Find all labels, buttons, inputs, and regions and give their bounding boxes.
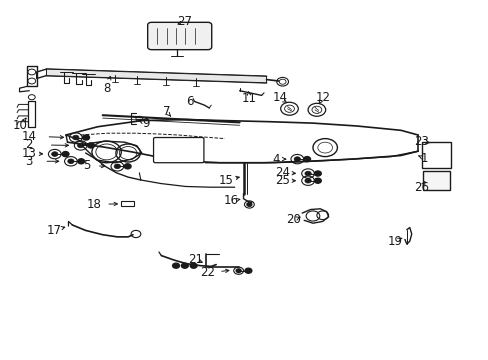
Text: 22: 22 xyxy=(200,266,215,279)
Circle shape xyxy=(78,159,84,164)
Circle shape xyxy=(82,135,89,140)
Text: 1: 1 xyxy=(420,152,427,165)
Circle shape xyxy=(314,171,321,176)
Polygon shape xyxy=(46,69,266,83)
Text: 14: 14 xyxy=(22,130,37,143)
Text: 4: 4 xyxy=(272,153,280,166)
FancyBboxPatch shape xyxy=(423,171,449,190)
Circle shape xyxy=(314,178,321,183)
Text: 19: 19 xyxy=(387,235,402,248)
Text: 16: 16 xyxy=(223,194,238,207)
Circle shape xyxy=(190,263,197,268)
Text: 17: 17 xyxy=(46,224,61,237)
Circle shape xyxy=(114,164,120,168)
Circle shape xyxy=(87,143,94,148)
Text: 9: 9 xyxy=(142,117,149,130)
Circle shape xyxy=(305,171,311,176)
Circle shape xyxy=(236,269,241,273)
Text: 27: 27 xyxy=(177,15,192,28)
Text: 26: 26 xyxy=(413,181,428,194)
Text: 12: 12 xyxy=(315,91,329,104)
Text: 20: 20 xyxy=(285,213,300,226)
Text: 14: 14 xyxy=(272,91,286,104)
Text: 24: 24 xyxy=(275,166,289,179)
Circle shape xyxy=(303,157,310,162)
FancyBboxPatch shape xyxy=(147,22,211,50)
Text: 10: 10 xyxy=(13,119,28,132)
Circle shape xyxy=(52,152,58,156)
Text: 7: 7 xyxy=(162,105,170,118)
Text: 3: 3 xyxy=(25,155,33,168)
Text: 8: 8 xyxy=(102,82,110,95)
Circle shape xyxy=(181,263,188,268)
Circle shape xyxy=(244,268,251,273)
Circle shape xyxy=(77,143,84,148)
FancyBboxPatch shape xyxy=(421,142,450,168)
Text: 2: 2 xyxy=(25,138,33,151)
Circle shape xyxy=(305,178,311,183)
Text: 23: 23 xyxy=(413,135,428,148)
Text: 6: 6 xyxy=(185,95,193,108)
FancyBboxPatch shape xyxy=(153,138,203,163)
Circle shape xyxy=(124,164,131,169)
Text: 25: 25 xyxy=(275,174,289,187)
Circle shape xyxy=(67,159,74,163)
Circle shape xyxy=(62,152,69,157)
Text: 15: 15 xyxy=(218,174,233,186)
Circle shape xyxy=(72,135,79,140)
Text: 21: 21 xyxy=(188,253,203,266)
Text: 13: 13 xyxy=(22,147,37,160)
Text: 11: 11 xyxy=(242,93,256,105)
Text: 18: 18 xyxy=(86,198,101,211)
Circle shape xyxy=(172,263,179,268)
Text: 5: 5 xyxy=(83,159,91,172)
Circle shape xyxy=(246,203,251,206)
FancyBboxPatch shape xyxy=(121,201,134,206)
Circle shape xyxy=(294,157,300,161)
